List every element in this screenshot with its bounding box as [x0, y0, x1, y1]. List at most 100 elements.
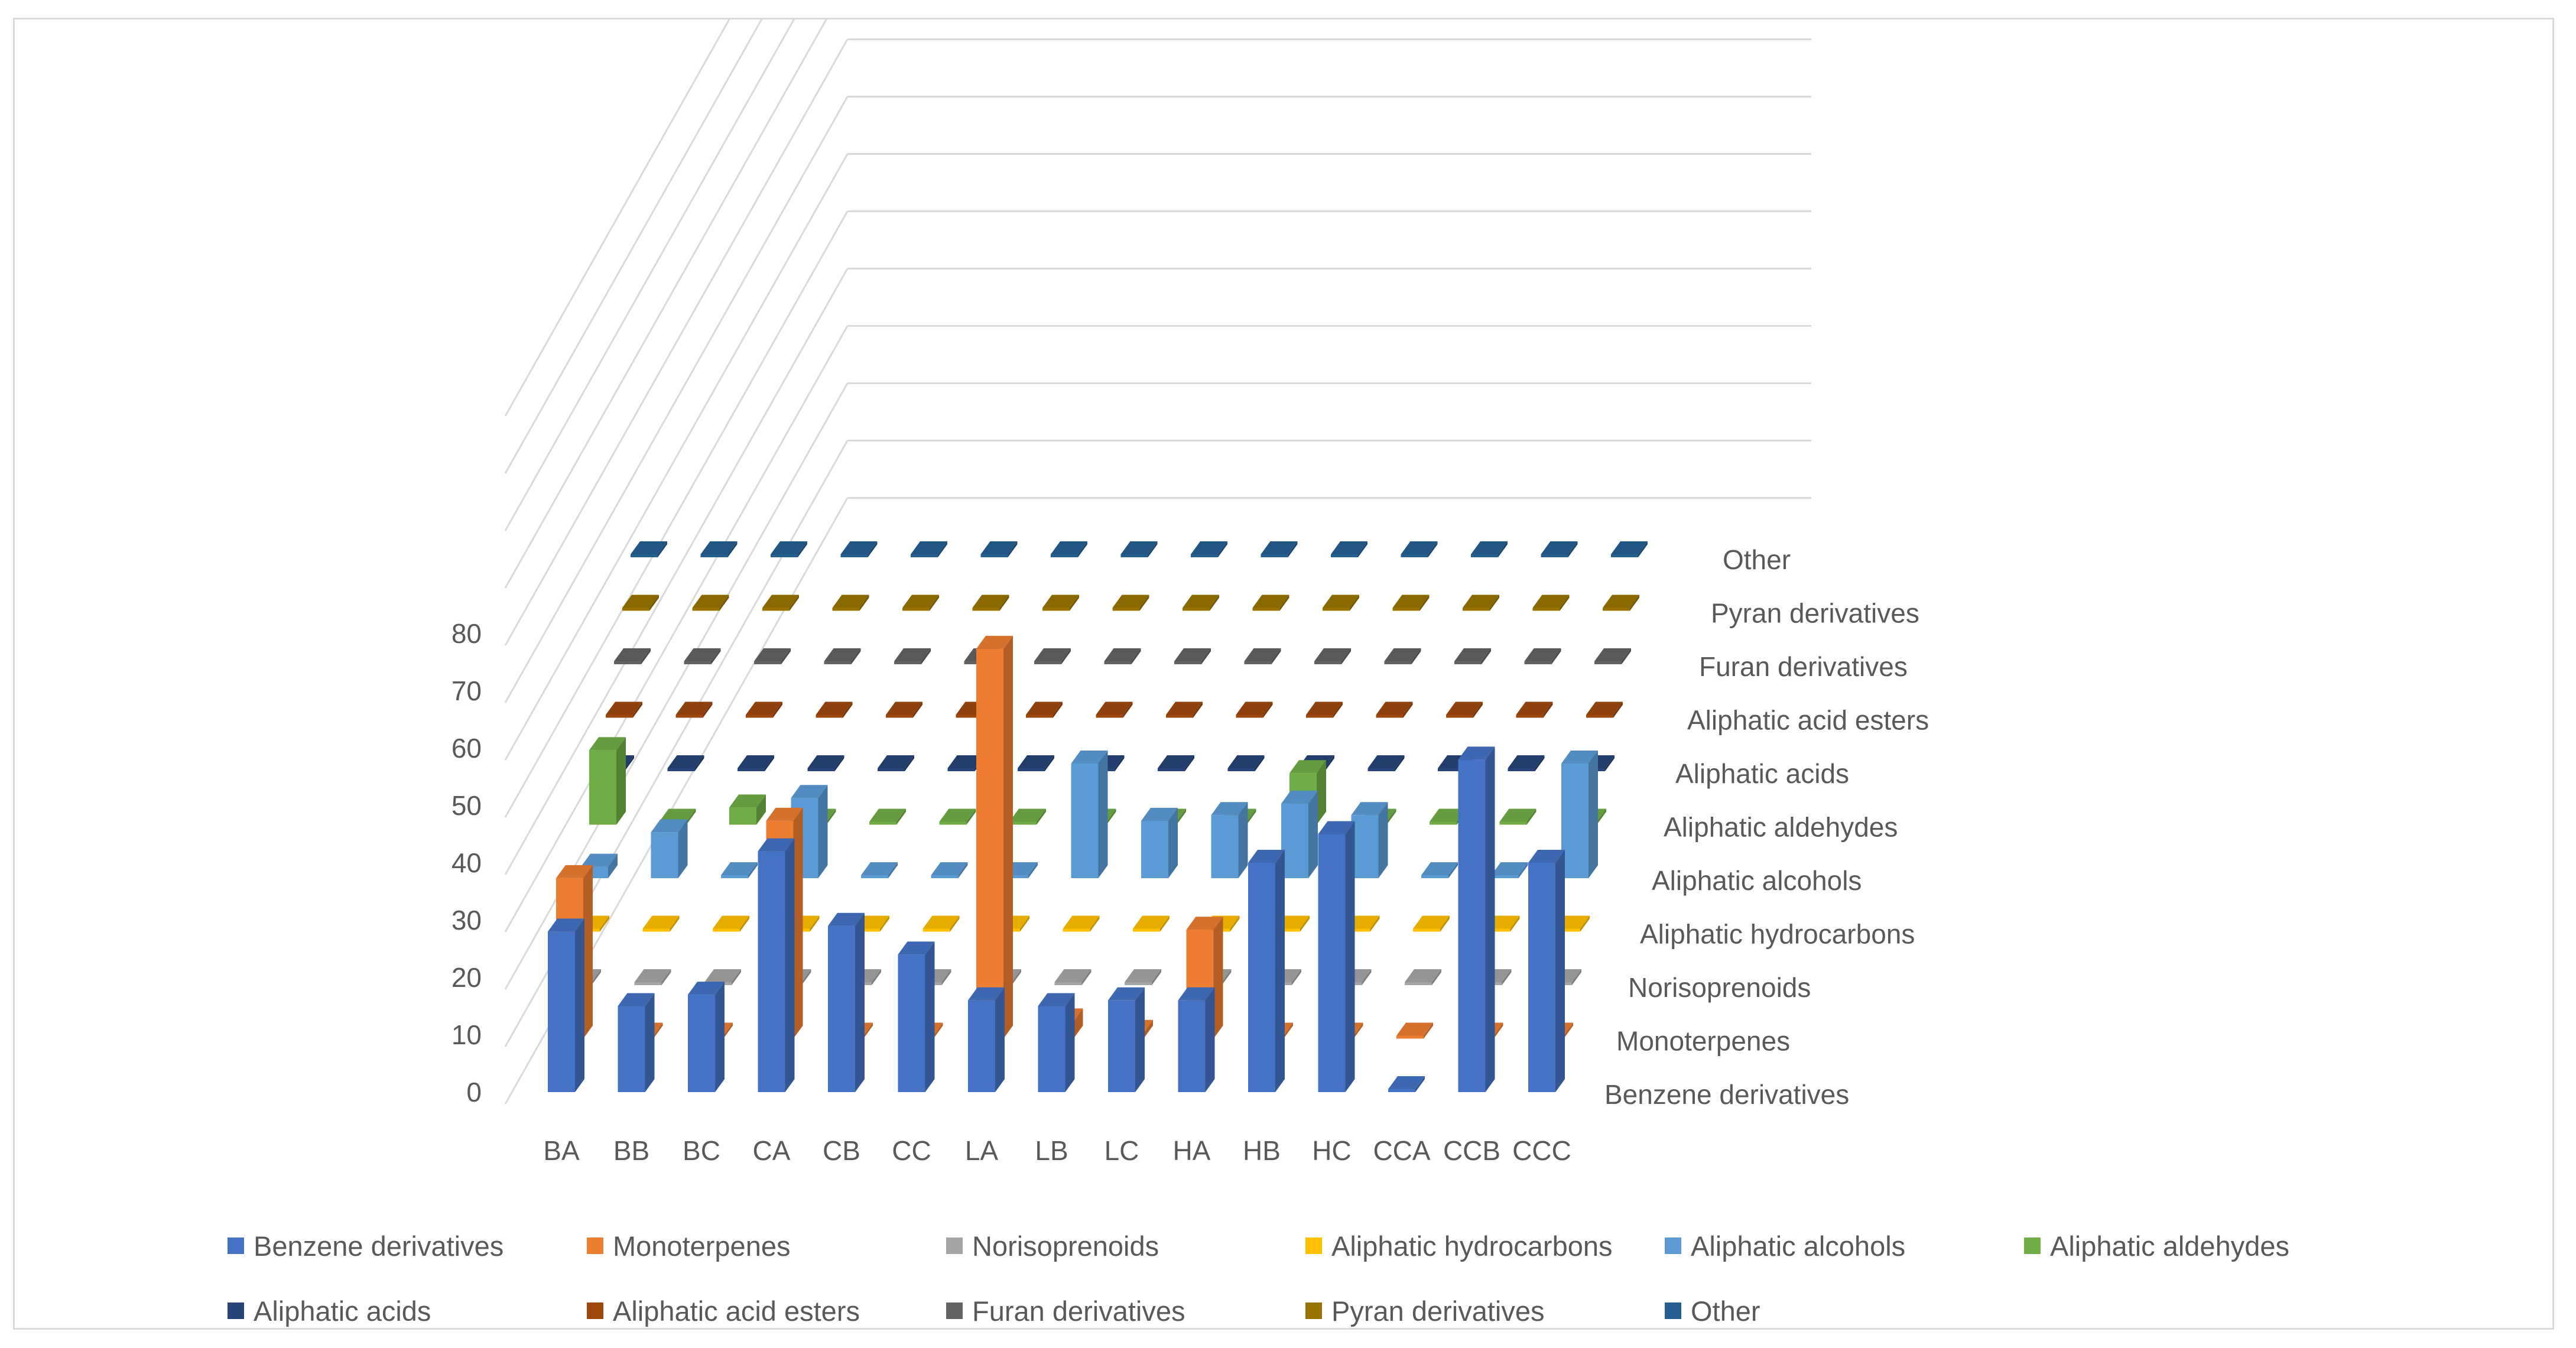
bar-top [902, 595, 939, 608]
bar-front [635, 982, 662, 985]
bar-front [606, 715, 633, 718]
bar [606, 702, 642, 718]
bar-front [841, 554, 868, 557]
bar [1026, 702, 1063, 718]
y-tick-label: 80 [451, 618, 482, 649]
bar-front [1055, 982, 1082, 985]
bar-side [645, 993, 655, 1093]
bar-top [1034, 648, 1071, 661]
depth-axis-label: Norisoprenoids [1628, 972, 1811, 1003]
bar-front [1463, 608, 1490, 611]
bar-top [824, 648, 861, 661]
bar-top [1158, 755, 1194, 768]
legend-label: Aliphatic aldehydes [2050, 1230, 2289, 1262]
bar [1533, 595, 1570, 611]
bar-front [1183, 608, 1210, 611]
bar [1228, 755, 1265, 771]
bar [1018, 755, 1054, 771]
bar-front [1113, 608, 1140, 611]
bar-top [668, 755, 704, 768]
bar-top [1492, 862, 1528, 875]
bar-side [1239, 802, 1248, 878]
legend: Benzene derivatives Monoterpenes Norisopre… [228, 1213, 2414, 1343]
x-tick-label: LB [1035, 1135, 1068, 1166]
bar-top [1401, 541, 1438, 554]
bar-top [931, 862, 968, 875]
x-tick-label: CC [892, 1135, 931, 1166]
legend-swatch [1665, 1302, 1681, 1319]
bar [833, 595, 869, 611]
bar [828, 913, 865, 1092]
bar [931, 862, 968, 878]
bar-top [1368, 755, 1405, 768]
bar-front [1158, 768, 1185, 771]
bar-front [923, 929, 950, 932]
bar-front [1306, 715, 1333, 718]
bar [841, 541, 878, 557]
bar [1158, 755, 1194, 771]
bar-side [995, 988, 1005, 1092]
bar-side [1308, 791, 1318, 878]
bar-front [894, 661, 921, 664]
bar-top [746, 702, 782, 715]
bar [1125, 969, 1161, 985]
y-tick-label: 60 [451, 733, 482, 764]
bar [1586, 702, 1623, 718]
bar-front [1430, 822, 1457, 825]
bar-front [861, 875, 888, 878]
depth-axis-label: Aliphatic alcohols [1652, 865, 1862, 896]
x-tick-label: CCB [1443, 1135, 1500, 1166]
bar [746, 702, 782, 718]
bar-top [713, 916, 749, 929]
bar-front [1376, 715, 1404, 718]
bar-front [878, 768, 905, 771]
bar [589, 737, 626, 824]
bar-top [1133, 916, 1170, 929]
bar [1500, 809, 1536, 825]
bar-front [676, 715, 703, 718]
bar [1446, 702, 1483, 718]
bar [676, 702, 713, 718]
bar [1413, 916, 1450, 932]
bar-top [1166, 702, 1203, 715]
bar-top [1471, 541, 1508, 554]
bar-front [1393, 608, 1420, 611]
gridline-side [505, 154, 847, 761]
bar-top [940, 809, 976, 822]
bar-front [758, 852, 785, 1092]
bar-front [1385, 661, 1412, 664]
bar [1306, 702, 1343, 718]
bar-front [1245, 661, 1272, 664]
bar [1492, 862, 1528, 878]
legend-swatch [2024, 1237, 2041, 1254]
bar-side [1275, 850, 1285, 1092]
bar [1603, 595, 1639, 611]
bar-top [1228, 755, 1265, 768]
bar-front [973, 608, 1000, 611]
legend-swatch [1305, 1302, 1322, 1319]
y-tick-label: 30 [451, 905, 482, 936]
bar-front [931, 875, 959, 878]
legend-label: Norisoprenoids [972, 1230, 1159, 1262]
bar-side [1214, 917, 1223, 1038]
bar-top [861, 862, 898, 875]
bar-top [1525, 648, 1561, 661]
bar-side [715, 982, 725, 1092]
legend-item: Benzene derivatives [228, 1230, 587, 1262]
depth-axis-label: Benzene derivatives [1604, 1079, 1849, 1110]
bar-top [1174, 648, 1211, 661]
bar-front [1533, 608, 1560, 611]
bar [1421, 862, 1458, 878]
bar-front [1594, 661, 1622, 664]
bar-front [1603, 608, 1630, 611]
bar [1471, 541, 1508, 557]
bar [1516, 702, 1553, 718]
bar-top [754, 648, 791, 661]
x-tick-label: LA [965, 1135, 999, 1166]
bar-front [869, 822, 896, 825]
bar-front [746, 715, 773, 718]
bar [1368, 755, 1405, 771]
bar-top [1042, 595, 1079, 608]
bar-side [1099, 751, 1108, 878]
bar-front [1586, 715, 1613, 718]
